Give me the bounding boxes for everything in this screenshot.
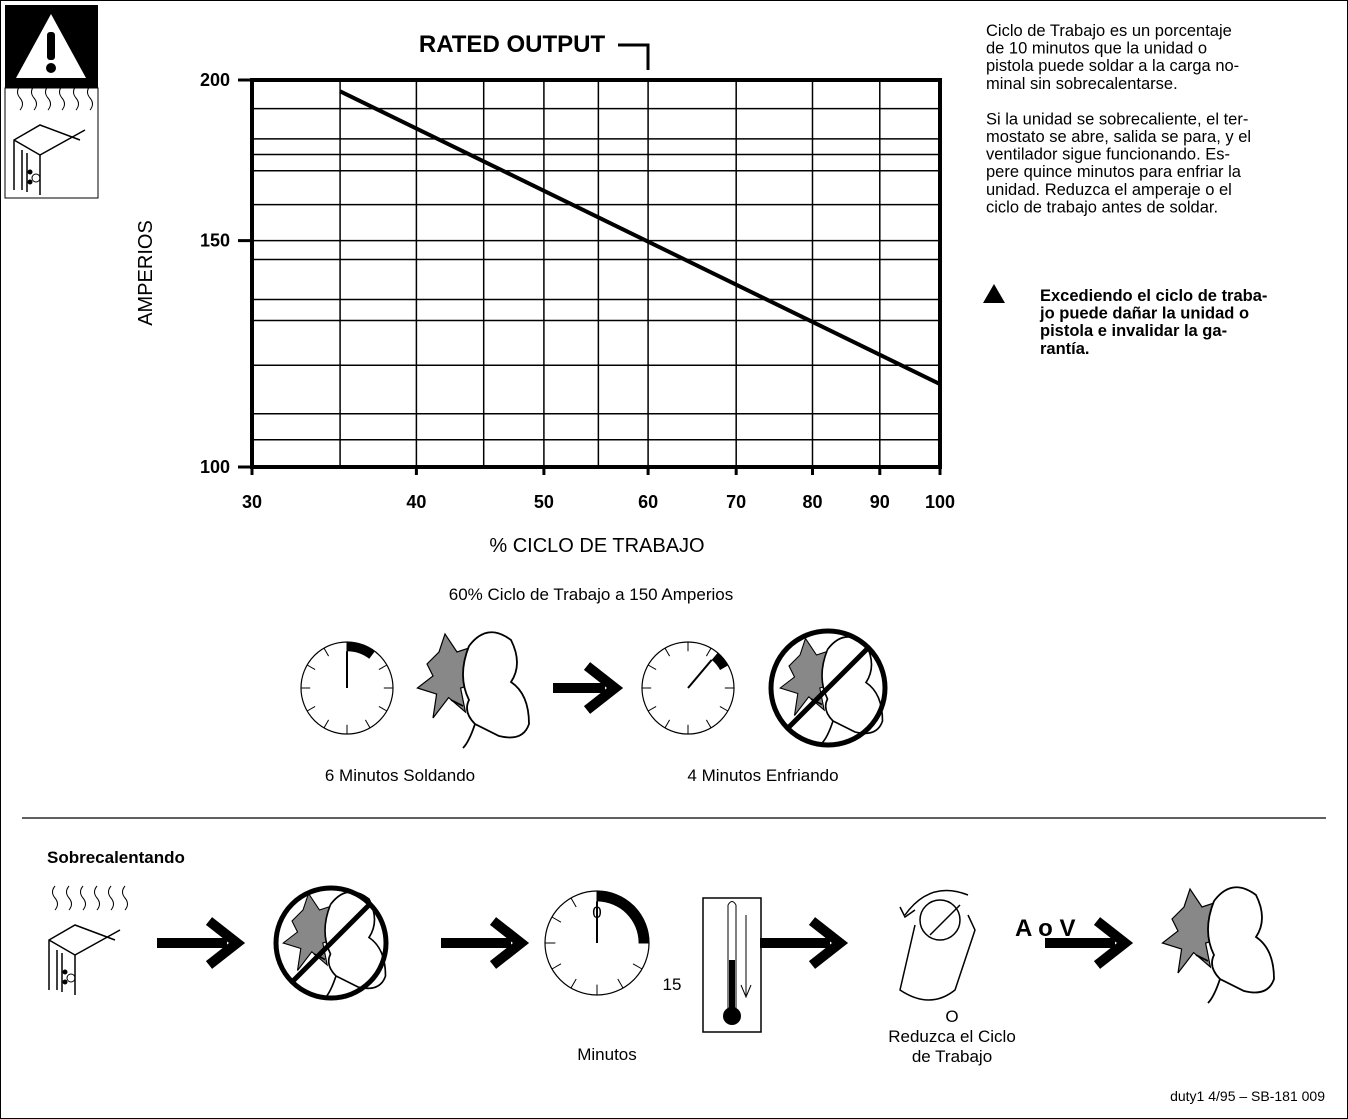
clock-tick	[570, 897, 577, 908]
plot-frame	[250, 78, 942, 469]
caption: 6 Minutos Soldando	[325, 766, 475, 785]
x-axis-label: % CICLO DE TRABAJO	[489, 535, 704, 557]
clock-tick	[664, 647, 671, 657]
clock-sector	[711, 652, 728, 670]
reduce-line: de Trabajo	[912, 1047, 992, 1066]
chart: RATED OUTPUT % CICLO DE TRABAJO AMPERIOS…	[135, 31, 955, 557]
x-tick-label: 60	[638, 492, 658, 512]
clock-tick	[617, 978, 624, 989]
x-tick-label: 80	[802, 492, 822, 512]
thermometer	[727, 901, 737, 1010]
clock-tick	[664, 719, 671, 729]
clock-tick	[705, 647, 712, 657]
footer: duty1 4/95 – SB-181 009	[1170, 1088, 1325, 1104]
thermometer-bulb	[723, 1007, 741, 1025]
section-title: Sobrecalentando	[47, 848, 185, 867]
clock-sector	[597, 891, 649, 943]
x-tick-label: 100	[925, 492, 955, 512]
clock-tick	[570, 978, 577, 989]
clock-tick	[306, 705, 316, 712]
thermometer-frame	[702, 897, 762, 1033]
no-sign-bar	[290, 902, 372, 984]
duty-title: 60% Ciclo de Trabajo a 150 Amperios	[449, 585, 733, 604]
y-tick-label: 200	[200, 70, 230, 90]
clock-tick	[647, 664, 657, 671]
no-sign	[768, 628, 888, 748]
clock-tick	[632, 963, 643, 970]
warning-triangle	[983, 284, 1005, 303]
overheating: Sobrecalentando 0 15 Minutos A o V O Red…	[47, 848, 1075, 1066]
timer-start: 0	[592, 903, 601, 922]
welder-body	[450, 631, 530, 749]
x-tick-label: 70	[726, 492, 746, 512]
arrow-head	[1093, 917, 1134, 969]
clock-sector	[347, 642, 375, 659]
data-line	[339, 89, 941, 386]
paragraph-line: minal sin sobrecalentarse.	[986, 75, 1178, 93]
paragraph-line: Si la unidad se sobrecaliente, el ter-	[986, 110, 1248, 128]
arrow-head	[205, 917, 246, 969]
clock-tick	[705, 719, 712, 729]
paragraph-line: de 10 minutos que la unidad o	[986, 40, 1207, 58]
warning-icon	[4, 5, 99, 199]
clock-tick	[719, 705, 729, 712]
clocks	[157, 628, 1275, 1004]
heat-machine	[48, 885, 128, 995]
paragraph-line: unidad. Reduzca el amperaje o el	[986, 181, 1232, 199]
y-tick-label: 100	[200, 457, 230, 477]
knob-label: A o V	[1015, 915, 1075, 942]
reduce-line: Reduzca el Ciclo	[888, 1027, 1016, 1046]
caption: 4 Minutos Enfriando	[687, 766, 838, 785]
clock-tick	[364, 719, 371, 729]
timer-label: Minutos	[577, 1045, 637, 1064]
knob-hand	[899, 889, 976, 1001]
warning-line: jo puede dañar la unidad o	[1039, 305, 1249, 323]
paragraph-line: mostato se abre, salida se para, y el	[986, 128, 1251, 146]
chart-title: RATED OUTPUT	[419, 31, 606, 58]
x-tick-label: 30	[242, 492, 262, 512]
clock-tick	[378, 664, 388, 671]
clock-tick	[647, 705, 657, 712]
clock-tick	[323, 719, 330, 729]
welder	[1161, 886, 1275, 1004]
paragraph-line: ciclo de trabajo antes de soldar.	[986, 198, 1218, 216]
clock-hand	[687, 659, 713, 689]
paragraph-line: pere quince minutos para enfriar la	[986, 163, 1242, 181]
thermometer-fill	[729, 960, 735, 1010]
welder-body	[1195, 886, 1275, 1004]
x-tick-label: 50	[534, 492, 554, 512]
y-axis-label: AMPERIOS	[135, 220, 157, 326]
clock-tick	[551, 916, 562, 923]
or-label: O	[945, 1007, 958, 1026]
arrow-head	[489, 917, 530, 969]
x-tick-label: 40	[406, 492, 426, 512]
paragraph-line: pistola puede soldar a la carga no-	[986, 57, 1239, 75]
clock-tick	[551, 963, 562, 970]
paragraph-line: ventilador sigue funcionando. Es-	[986, 146, 1230, 164]
rated-output-bracket	[618, 43, 650, 70]
clock-tick	[378, 705, 388, 712]
welder	[416, 631, 530, 749]
no-sign	[273, 885, 389, 1001]
warning-line: rantía.	[1040, 340, 1090, 358]
down-arrow	[740, 915, 752, 999]
warning-line: pistola e invalidar la ga-	[1040, 322, 1227, 340]
warning-line: Excediendo el ciclo de traba-	[1040, 287, 1267, 305]
no-sign-bar	[786, 646, 870, 730]
arrow-head	[583, 662, 624, 714]
arrow-head	[808, 917, 849, 969]
clock-tick	[306, 664, 316, 671]
x-tick-label: 90	[870, 492, 890, 512]
y-tick-label: 150	[200, 231, 230, 251]
clock-tick	[323, 647, 330, 657]
paragraph-line: Ciclo de Trabajo es un porcentaje	[986, 22, 1232, 40]
duty-example: 60% Ciclo de Trabajo a 150 Amperios 6 Mi…	[157, 585, 1275, 1004]
timer-end: 15	[663, 975, 682, 994]
